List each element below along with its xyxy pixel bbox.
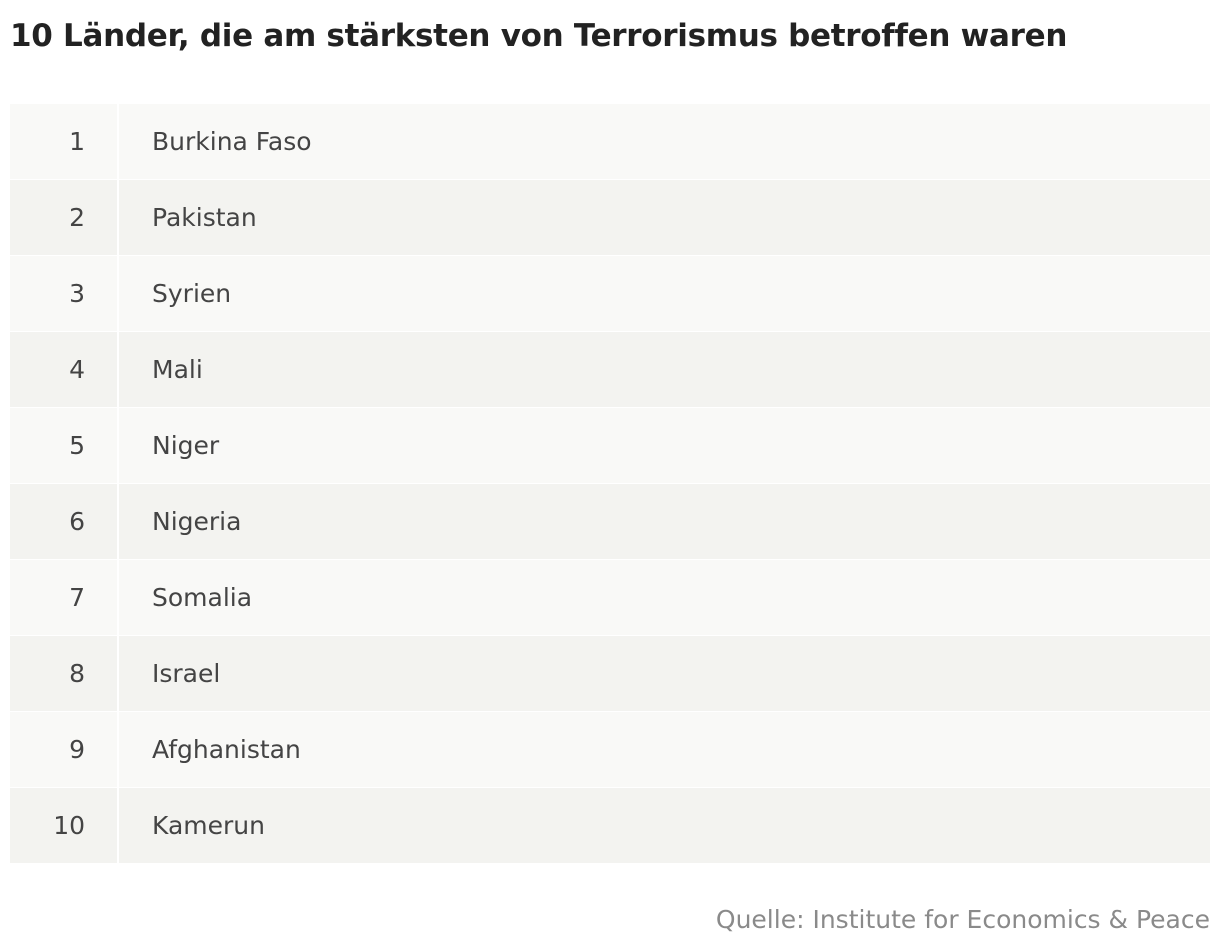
rank-cell: 2 <box>10 180 117 255</box>
table-row: 10 Kamerun <box>10 788 1210 863</box>
country-cell: Pakistan <box>119 180 1210 255</box>
chart-title: 10 Länder, die am stärksten von Terroris… <box>10 18 1068 54</box>
country-cell: Mali <box>119 332 1210 407</box>
country-cell: Niger <box>119 408 1210 483</box>
rank-cell: 9 <box>10 712 117 787</box>
rank-cell: 6 <box>10 484 117 559</box>
table-row: 1 Burkina Faso <box>10 104 1210 180</box>
rank-cell: 1 <box>10 104 117 179</box>
table-row: 4 Mali <box>10 332 1210 408</box>
rank-cell: 3 <box>10 256 117 331</box>
rank-cell: 10 <box>10 788 117 863</box>
country-cell: Kamerun <box>119 788 1210 863</box>
table-row: 7 Somalia <box>10 560 1210 636</box>
country-cell: Afghanistan <box>119 712 1210 787</box>
table-row: 6 Nigeria <box>10 484 1210 560</box>
table-row: 3 Syrien <box>10 256 1210 332</box>
country-cell: Burkina Faso <box>119 104 1210 179</box>
country-cell: Israel <box>119 636 1210 711</box>
country-cell: Somalia <box>119 560 1210 635</box>
table-row: 9 Afghanistan <box>10 712 1210 788</box>
rank-cell: 7 <box>10 560 117 635</box>
table-row: 2 Pakistan <box>10 180 1210 256</box>
rank-cell: 8 <box>10 636 117 711</box>
rank-cell: 5 <box>10 408 117 483</box>
country-cell: Nigeria <box>119 484 1210 559</box>
table-row: 5 Niger <box>10 408 1210 484</box>
country-cell: Syrien <box>119 256 1210 331</box>
rank-cell: 4 <box>10 332 117 407</box>
ranking-table: 1 Burkina Faso 2 Pakistan 3 Syrien 4 Mali 5 Niger… <box>10 104 1210 863</box>
source-note: Quelle: Institute for Economics & Peace <box>715 905 1210 934</box>
table-row: 8 Israel <box>10 636 1210 712</box>
